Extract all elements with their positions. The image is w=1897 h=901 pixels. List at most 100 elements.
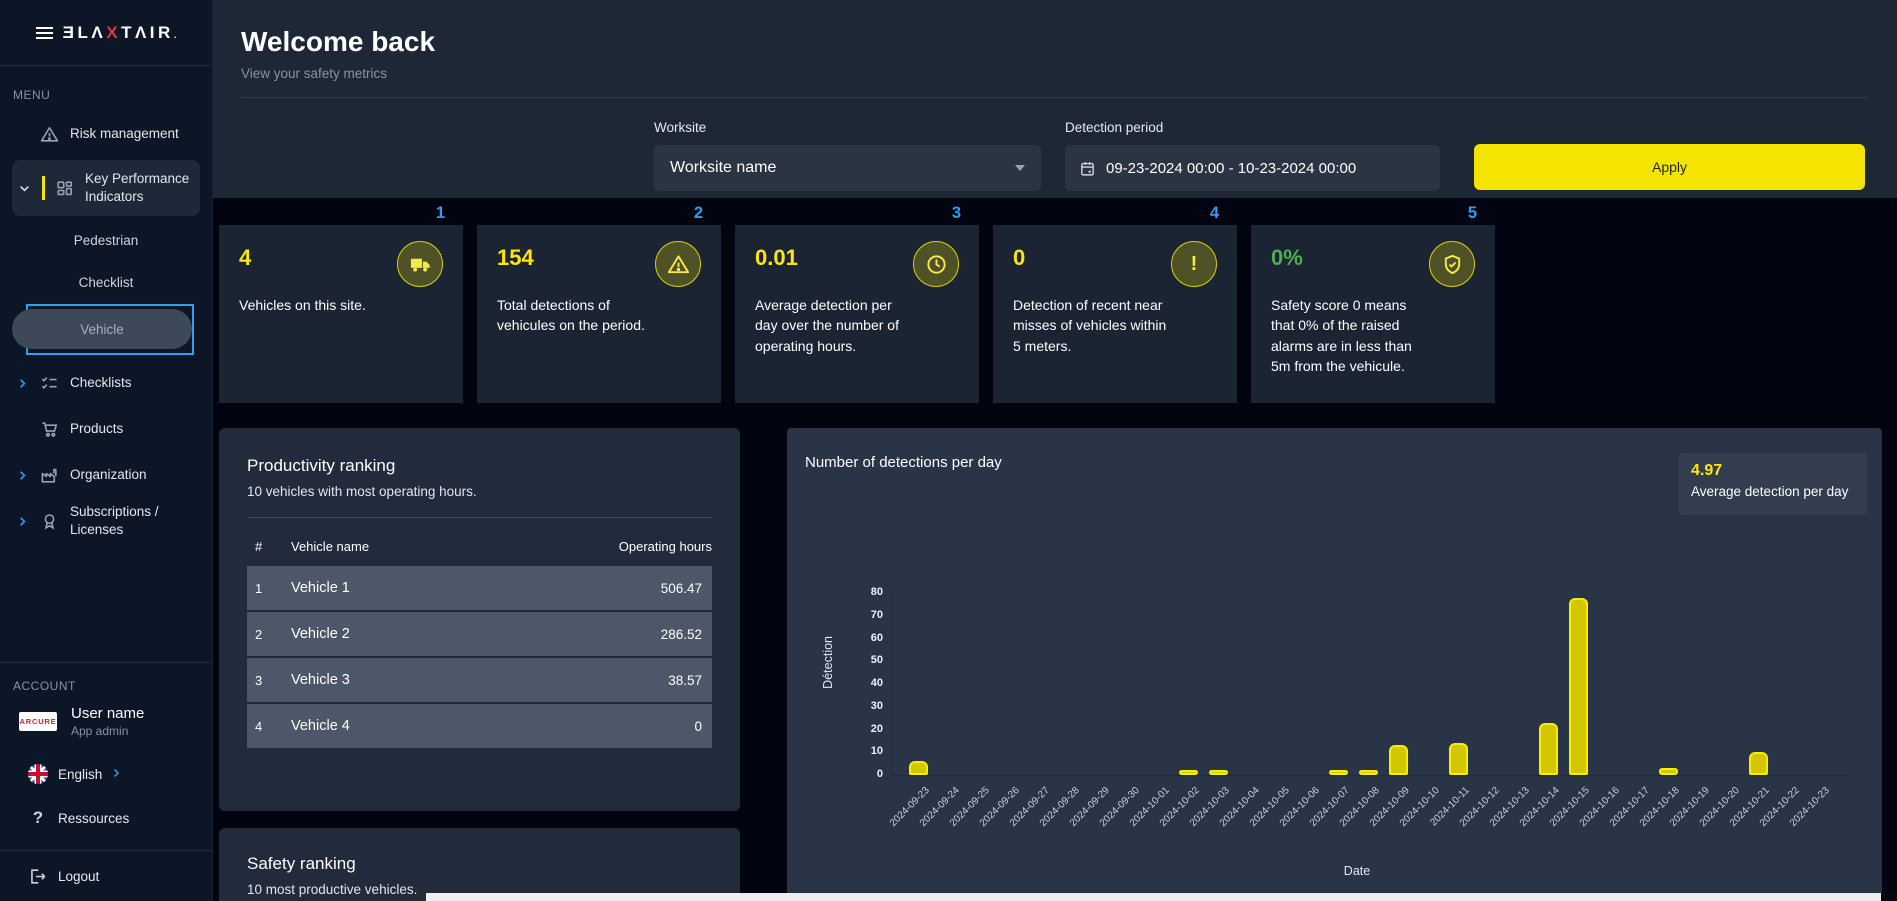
sidebar-menu: Risk managementKey Performance Indicator… [0, 110, 212, 545]
productivity-ranking-card: Productivity ranking 10 vehicles with mo… [219, 428, 740, 811]
sidebar-item-vehicle[interactable]: Vehicle [12, 304, 194, 355]
row-operating-hours: 506.47 [562, 581, 712, 596]
logo-text: ƎLΛ [63, 23, 107, 42]
question-mark-icon: ? [28, 808, 48, 828]
col-rank: # [247, 539, 291, 554]
logo-row: ƎLΛXTΛIR. [0, 0, 212, 66]
detections-chart-card: Number of detections per day 4.97 Averag… [787, 428, 1882, 901]
sidebar-item-pedestrian[interactable]: Pedestrian [0, 220, 212, 260]
y-axis-line [891, 593, 892, 776]
uk-flag-icon [28, 764, 48, 784]
table-header: # Vehicle name Operating hours [247, 526, 712, 566]
worksite-selected-value: Worksite name [670, 159, 1015, 177]
account-section-label: ACCOUNT [13, 679, 212, 693]
col-vehicle-name: Vehicle name [291, 539, 562, 554]
sidebar-item-checklists[interactable]: Checklists [0, 361, 212, 405]
chevron-down-icon [18, 182, 36, 195]
sidebar-item-key-performance-indicators[interactable]: Key Performance Indicators [12, 160, 200, 216]
sidebar-item-subscriptions-licenses[interactable]: Subscriptions / Licenses [0, 499, 212, 543]
chevron-down-icon [1015, 165, 1025, 171]
menu-section-label: MENU [13, 88, 212, 102]
detection-period-value: 09-23-2024 00:00 - 10-23-2024 00:00 [1106, 160, 1356, 177]
horizontal-scrollbar-track[interactable] [426, 893, 1897, 901]
worksite-select[interactable]: Worksite name [654, 145, 1041, 191]
kpi-value: 0% [1271, 245, 1303, 271]
chart-bar-2024-10-07 [1329, 770, 1348, 775]
logout-button[interactable]: Logout [0, 851, 212, 901]
chart-bar-2024-10-08 [1359, 770, 1378, 775]
y-tick-label: 70 [843, 609, 883, 621]
productivity-subtitle: 10 vehicles with most operating hours. [247, 484, 712, 499]
sidebar-item-organization[interactable]: Organization [0, 453, 212, 497]
kpi-description: Detection of recent near misses of vehic… [1013, 295, 1175, 356]
badge-label: Average detection per day [1691, 484, 1854, 499]
detection-period-input[interactable]: 09-23-2024 00:00 - 10-23-2024 00:00 [1065, 145, 1440, 191]
y-tick-label: 30 [843, 700, 883, 712]
chart-bar-2024-10-11 [1449, 743, 1468, 775]
cart-icon [40, 419, 60, 439]
badge-value: 4.97 [1691, 462, 1854, 480]
productivity-title: Productivity ranking [247, 456, 712, 476]
license-icon [40, 511, 60, 531]
kpi-index-row: 12345 [219, 204, 1897, 223]
y-tick-label: 60 [843, 632, 883, 644]
kpi-index-5: 5 [1251, 204, 1495, 223]
x-axis-title: Date [1344, 864, 1370, 878]
resources-link[interactable]: ? Ressources [0, 796, 212, 840]
user-profile[interactable]: ARCURE User name App admin [0, 705, 212, 738]
kpi-index-1: 1 [219, 204, 463, 223]
row-rank: 4 [247, 719, 291, 734]
page-subtitle: View your safety metrics [241, 66, 1867, 81]
kpi-index-2: 2 [477, 204, 721, 223]
kpi-description: Vehicles on this site. [239, 295, 401, 315]
chart-bar-2024-10-02 [1179, 770, 1198, 775]
chevron-right-icon [16, 377, 34, 390]
shield-icon [1429, 241, 1475, 287]
kpi-card-3: 0.01Average detection per day over the n… [735, 225, 979, 403]
y-tick-label: 10 [843, 745, 883, 757]
horizontal-scrollbar-thumb[interactable] [426, 893, 1881, 901]
sidebar-item-risk-management[interactable]: Risk management [0, 112, 212, 156]
logout-label: Logout [58, 869, 99, 884]
kpi-index-3: 3 [735, 204, 979, 223]
logout-icon [28, 866, 48, 886]
filter-bar: Worksite Worksite name Detection period … [241, 120, 1867, 191]
kpi-card-top: 4 [239, 241, 443, 287]
language-selector[interactable]: English [0, 752, 212, 796]
content-grid: Productivity ranking 10 vehicles with mo… [219, 428, 1897, 901]
sidebar-item-label: Subscriptions / Licenses [70, 503, 204, 538]
chart-bar-2024-10-21 [1749, 752, 1768, 775]
row-operating-hours: 38.57 [562, 673, 712, 688]
kpi-value: 154 [497, 245, 534, 271]
y-tick-label: 80 [843, 586, 883, 598]
exclamation-icon: ! [1171, 241, 1217, 287]
table-row: 2Vehicle 2286.52 [247, 612, 712, 656]
resources-label: Ressources [58, 811, 129, 826]
worksite-label: Worksite [654, 120, 1041, 135]
sidebar-item-label: Organization [70, 466, 147, 484]
safety-ranking-card: Safety ranking 10 most productive vehicl… [219, 828, 740, 901]
kpi-value: 0 [1013, 245, 1025, 271]
hamburger-menu-icon[interactable] [36, 27, 53, 39]
kpi-index-4: 4 [993, 204, 1237, 223]
chart-title: Number of detections per day [805, 454, 1002, 471]
checklist-icon [40, 373, 60, 393]
truck-icon [397, 241, 443, 287]
row-vehicle-name: Vehicle 1 [291, 580, 562, 596]
chevron-right-icon [16, 515, 34, 528]
apply-button[interactable]: Apply [1474, 144, 1865, 190]
row-rank: 1 [247, 581, 291, 596]
row-rank: 2 [247, 627, 291, 642]
logo-dot: . [174, 30, 177, 40]
app-logo: ƎLΛXTΛIR. [63, 23, 177, 43]
detection-period-label: Detection period [1065, 120, 1440, 135]
kpi-card-4: 0! Detection of recent near misses of veh… [993, 225, 1237, 403]
table-row: 3Vehicle 338.57 [247, 658, 712, 702]
sidebar-item-label: Products [70, 420, 123, 438]
user-name: User name [71, 705, 144, 722]
sidebar-item-products[interactable]: Products [0, 407, 212, 451]
kpi-card-top: 0! [1013, 241, 1217, 287]
table-body: 1Vehicle 1506.47 2Vehicle 2286.523Vehicle… [247, 566, 712, 748]
chart-bar-2024-09-23 [909, 761, 928, 775]
sidebar-item-checklist[interactable]: Checklist [0, 262, 212, 302]
